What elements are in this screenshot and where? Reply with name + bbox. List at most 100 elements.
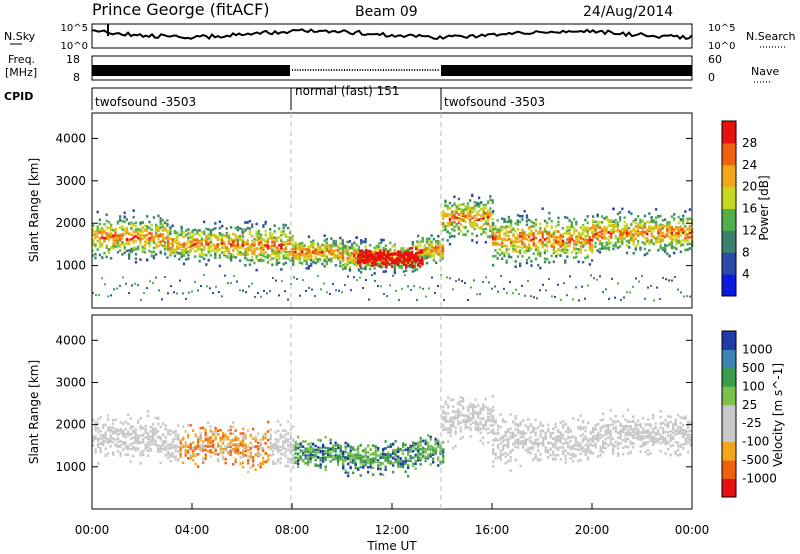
- velocity-cell: [249, 466, 252, 469]
- power-cell: [539, 238, 542, 242]
- power-cell: [489, 207, 492, 210]
- power-cell: [423, 254, 426, 258]
- velocity-cell: [302, 451, 305, 454]
- velocity-cell: [152, 428, 155, 432]
- velocity-cell: [177, 437, 180, 440]
- power-cell: [137, 227, 140, 231]
- power-cell: [537, 263, 540, 267]
- power-cell: [610, 236, 613, 239]
- power-cell: [391, 245, 394, 248]
- power-cell: [610, 229, 613, 232]
- velocity-cell: [259, 447, 262, 450]
- velocity-cell: [99, 450, 102, 454]
- power-cell: [484, 222, 487, 225]
- power-cell: [191, 247, 194, 250]
- power-cell: [239, 253, 242, 257]
- power-cell: [369, 254, 372, 257]
- power-cell: [182, 242, 186, 245]
- velocity-cell: [322, 449, 325, 453]
- cpid-segment-3: twofsound -3503: [444, 95, 545, 109]
- power-cell: [666, 227, 669, 231]
- power-cell: [380, 238, 383, 242]
- power-cell: [169, 230, 172, 233]
- power-cell: [280, 230, 283, 233]
- power-cell: [598, 234, 602, 238]
- power-cell: [379, 256, 382, 260]
- power-cell: [614, 223, 617, 227]
- velocity-cell: [292, 466, 295, 469]
- power-cell: [214, 234, 217, 237]
- power-cell: [534, 218, 538, 222]
- power-cell: [328, 245, 331, 249]
- power-cell: [353, 258, 356, 261]
- power-cell: [665, 278, 667, 281]
- power-cell: [339, 252, 342, 255]
- power-cell: [480, 232, 483, 236]
- velocity-cell: [197, 446, 200, 449]
- power-cell: [132, 241, 135, 244]
- power-cell: [310, 249, 313, 253]
- power-cell: [584, 229, 587, 233]
- cpid-panel: CPID twofsound -3503 normal (fast) 151 t…: [4, 84, 692, 110]
- power-cell: [146, 215, 149, 218]
- power-cell: [482, 204, 485, 207]
- power-cell: [351, 252, 354, 255]
- power-cell: [344, 244, 347, 248]
- power-cell: [510, 225, 513, 228]
- power-cell: [176, 242, 179, 245]
- velocity-cell: [264, 460, 267, 464]
- power-cell: [532, 232, 535, 235]
- power-cell: [616, 246, 620, 250]
- power-cell: [561, 241, 564, 245]
- power-cell: [218, 256, 221, 259]
- velocity-cell: [237, 438, 240, 441]
- power-cell: [282, 230, 285, 233]
- velocity-cell: [327, 455, 330, 458]
- power-cell: [647, 286, 649, 289]
- velocity-cell: [189, 447, 192, 450]
- velocity-cell: [209, 455, 212, 458]
- power-cell: [214, 227, 217, 230]
- velocity-cell: [99, 447, 102, 450]
- velocity-cell: [124, 420, 127, 424]
- velocity-cell: [252, 437, 255, 440]
- power-cell: [200, 237, 203, 241]
- power-cell: [575, 252, 578, 255]
- power-cell: [528, 218, 531, 222]
- power-cell: [212, 248, 215, 252]
- power-cell: [471, 216, 474, 220]
- power-cell: [251, 282, 253, 285]
- velocity-cell: [224, 449, 227, 452]
- power-cell: [598, 230, 602, 234]
- velocity-cell: [224, 438, 227, 441]
- power-cell: [469, 212, 472, 216]
- power-cell: [421, 256, 424, 260]
- power-cell: [656, 286, 658, 289]
- power-cell: [512, 247, 515, 251]
- velocity-cell: [247, 459, 250, 462]
- velocity-cell: [192, 441, 195, 444]
- velocity-cell: [149, 443, 152, 447]
- power-cell: [430, 255, 433, 259]
- power-cell: [225, 246, 228, 249]
- power-cell: [512, 240, 515, 243]
- power-cell: [543, 249, 547, 252]
- velocity-cell: [297, 435, 300, 439]
- power-cell: [539, 251, 542, 255]
- power-cell: [146, 226, 149, 229]
- power-cell: [207, 237, 210, 240]
- power-cell: [365, 255, 368, 258]
- power-cell: [303, 254, 306, 257]
- velocity-cell: [297, 452, 300, 456]
- velocity-cell: [189, 454, 192, 457]
- power-cell: [655, 220, 658, 224]
- power-cell: [605, 243, 608, 246]
- power-cell: [442, 216, 445, 219]
- power-cell: [159, 234, 162, 238]
- velocity-cell: [119, 428, 122, 431]
- power-cell: [586, 254, 589, 257]
- power-cell: [146, 258, 149, 262]
- power-cell: [684, 231, 687, 235]
- power-cell: [209, 229, 212, 232]
- power-cell: [616, 221, 620, 224]
